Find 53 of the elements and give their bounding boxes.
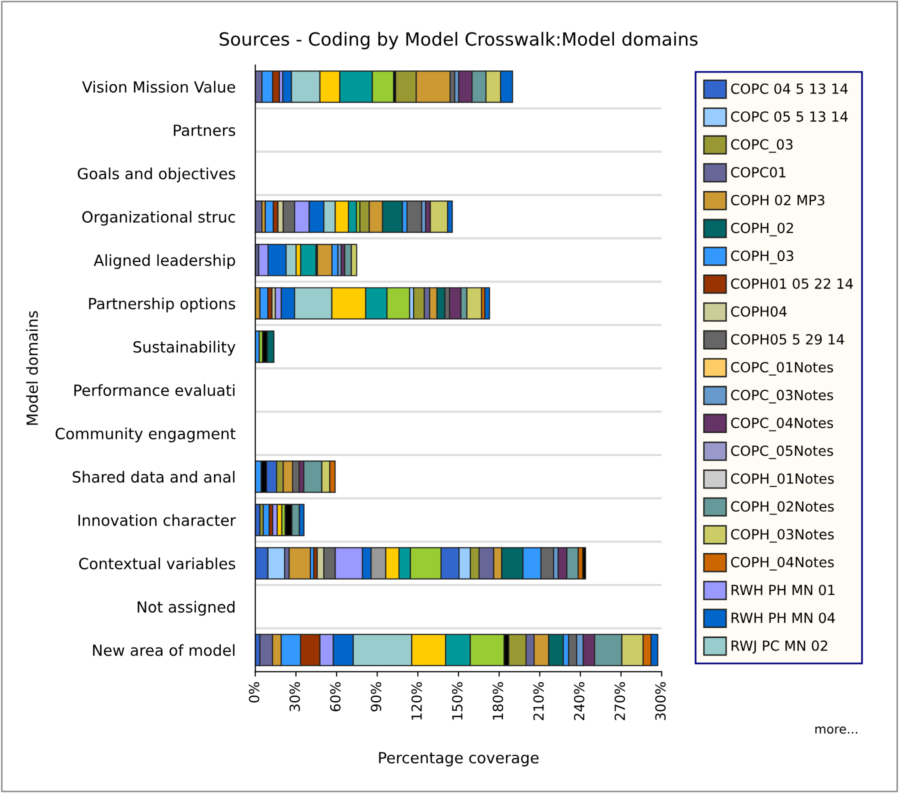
legend-label: COPC_03	[731, 139, 793, 153]
y-tick-label: Shared data and anal	[72, 470, 234, 483]
x-tick-label: 60%	[330, 682, 341, 712]
legend-label: COPH01 05 22 14	[731, 278, 853, 289]
y-tick-label: Organizational struc	[82, 210, 235, 226]
x-tick-label: 0%	[248, 682, 260, 703]
x-tick-label: 120%	[411, 682, 422, 720]
x-tick-label: 90%	[370, 682, 382, 712]
legend-label: COPC_03Notes	[731, 390, 834, 404]
legend-label: COPH_03	[731, 250, 794, 264]
y-tick-label: Innovation character	[78, 514, 236, 526]
legend-label: RWH PH MN 04	[732, 612, 835, 624]
legend-label: RWH PH MN 01	[732, 584, 834, 596]
bar	[413, 287, 425, 320]
bar	[406, 200, 422, 233]
y-tick-label: Partnership options	[89, 298, 236, 312]
x-tick-label: 150%	[452, 682, 463, 720]
y-tick-label: Contextual variables	[79, 558, 236, 570]
y-tick-label: Goals and objectives	[78, 168, 236, 182]
text: more...	[815, 726, 858, 734]
legend-label: COPC01	[731, 167, 786, 178]
legend-label: COPH04	[731, 306, 787, 317]
x-axis-title: Percentage coverage	[379, 752, 539, 766]
x-tick-label: 180%	[492, 682, 504, 720]
y-tick-label: Vision Mission Value	[82, 80, 236, 93]
y-tick-label: New area of model	[93, 644, 234, 656]
y-axis-title: Model domains	[26, 311, 38, 425]
legend-label: COPC 05 5 13 14	[731, 111, 848, 122]
legend-label: COPC_01Notes	[731, 362, 834, 376]
legend-label: COPC_04Notes	[731, 418, 834, 432]
y-tick-label: Community engagment	[56, 428, 236, 442]
legend-label: COPH_03Notes	[731, 529, 834, 543]
x-tick-label: 270%	[614, 682, 626, 720]
x-tick-label: 240%	[574, 682, 584, 720]
legend-label: COPH_01Notes	[731, 473, 834, 487]
bar	[484, 287, 490, 320]
y-tick-label: Aligned leadership	[94, 254, 236, 269]
legend-label: COPH_04Notes	[731, 556, 834, 570]
y-tick-label: Partners	[174, 124, 236, 136]
y-tick-label: Performance evaluati	[74, 384, 234, 396]
legend-label: COPH_02	[731, 222, 793, 236]
chart-title: Sources - Coding by Model Crosswalk:Model domains	[220, 32, 698, 50]
legend-label: COPH_02Notes	[731, 501, 834, 515]
y-tick-label: Sustainability	[133, 340, 236, 356]
legend-label: COPC 04 5 13 14	[731, 83, 848, 94]
x-tick-label: 210%	[533, 682, 544, 720]
legend-label: RWJ PC MN 02	[732, 640, 828, 654]
y-tick-label: Not assigned	[138, 600, 234, 616]
legend-label: COPC_05Notes	[731, 445, 834, 460]
x-tick-label: 300%	[655, 682, 666, 720]
legend-label: COPH05 5 29 14	[731, 334, 844, 345]
legend-label: COPH 02 MP3	[731, 194, 824, 206]
x-tick-label: 30%	[289, 682, 300, 712]
